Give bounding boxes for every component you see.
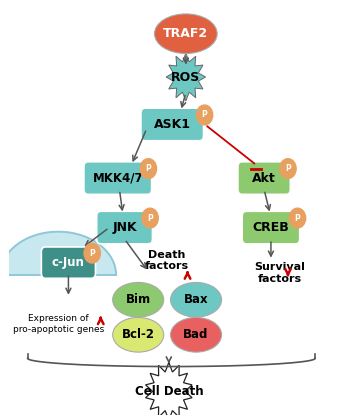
Circle shape	[140, 159, 157, 178]
Circle shape	[196, 105, 213, 125]
Circle shape	[289, 208, 306, 228]
FancyBboxPatch shape	[84, 162, 152, 194]
Text: P: P	[89, 249, 95, 257]
FancyBboxPatch shape	[97, 211, 152, 244]
Text: Expression of
pro-apoptotic genes: Expression of pro-apoptotic genes	[13, 314, 104, 334]
Text: CREB: CREB	[253, 221, 289, 234]
Text: Cell Death: Cell Death	[134, 385, 203, 398]
FancyBboxPatch shape	[238, 162, 290, 194]
Text: Survival
factors: Survival factors	[254, 262, 305, 284]
Text: c-Jun: c-Jun	[52, 256, 85, 269]
Ellipse shape	[113, 318, 164, 352]
Circle shape	[280, 159, 296, 178]
Text: Akt: Akt	[252, 171, 276, 185]
Text: P: P	[295, 214, 300, 222]
Text: Bad: Bad	[183, 328, 209, 341]
Text: P: P	[202, 110, 207, 120]
Text: ROS: ROS	[171, 71, 201, 84]
Circle shape	[142, 208, 158, 228]
Ellipse shape	[155, 14, 217, 54]
FancyBboxPatch shape	[141, 108, 203, 141]
Text: Bim: Bim	[126, 293, 151, 306]
Text: P: P	[285, 164, 291, 173]
Polygon shape	[0, 232, 116, 275]
Circle shape	[84, 243, 100, 263]
Text: ASK1: ASK1	[154, 118, 191, 131]
Text: TRAF2: TRAF2	[163, 27, 208, 40]
Text: P: P	[147, 214, 153, 222]
Ellipse shape	[113, 283, 164, 317]
Polygon shape	[146, 362, 192, 418]
Text: Bax: Bax	[184, 293, 208, 306]
Text: P: P	[145, 164, 151, 173]
Text: JNK: JNK	[112, 221, 137, 234]
Ellipse shape	[170, 318, 221, 352]
Polygon shape	[166, 53, 206, 101]
FancyBboxPatch shape	[242, 211, 300, 244]
Text: Bcl-2: Bcl-2	[122, 328, 155, 341]
Text: Death
factors: Death factors	[145, 250, 189, 271]
Text: MKK4/7: MKK4/7	[93, 171, 143, 185]
FancyBboxPatch shape	[41, 247, 95, 278]
Ellipse shape	[170, 283, 221, 317]
